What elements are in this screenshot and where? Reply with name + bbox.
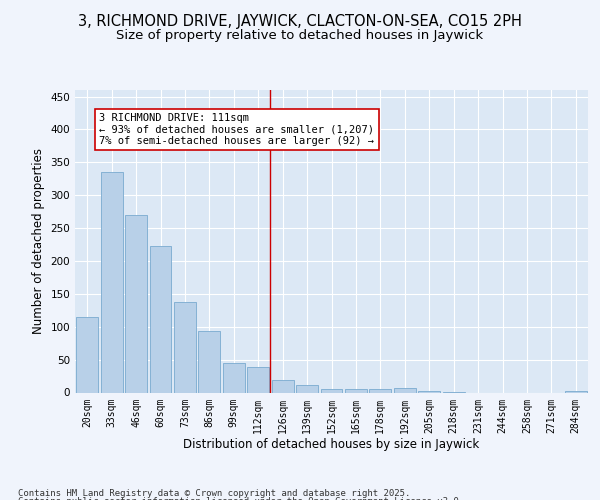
Bar bbox=[101, 172, 122, 392]
Text: Size of property relative to detached houses in Jaywick: Size of property relative to detached ho… bbox=[116, 28, 484, 42]
Bar bbox=[223, 363, 245, 392]
Bar bbox=[199, 330, 220, 392]
Bar bbox=[76, 317, 98, 392]
Bar bbox=[320, 388, 343, 392]
Bar bbox=[565, 390, 587, 392]
Bar bbox=[247, 367, 269, 392]
Bar bbox=[174, 302, 196, 392]
Y-axis label: Number of detached properties: Number of detached properties bbox=[32, 148, 45, 334]
Text: 3, RICHMOND DRIVE, JAYWICK, CLACTON-ON-SEA, CO15 2PH: 3, RICHMOND DRIVE, JAYWICK, CLACTON-ON-S… bbox=[78, 14, 522, 29]
X-axis label: Distribution of detached houses by size in Jaywick: Distribution of detached houses by size … bbox=[184, 438, 479, 451]
Text: Contains public sector information licensed under the Open Government Licence v3: Contains public sector information licen… bbox=[18, 497, 464, 500]
Text: Contains HM Land Registry data © Crown copyright and database right 2025.: Contains HM Land Registry data © Crown c… bbox=[18, 488, 410, 498]
Bar bbox=[394, 388, 416, 392]
Bar bbox=[149, 246, 172, 392]
Bar bbox=[418, 391, 440, 392]
Bar bbox=[272, 380, 293, 392]
Bar bbox=[125, 215, 147, 392]
Text: 3 RICHMOND DRIVE: 111sqm
← 93% of detached houses are smaller (1,207)
7% of semi: 3 RICHMOND DRIVE: 111sqm ← 93% of detach… bbox=[100, 113, 374, 146]
Bar bbox=[370, 388, 391, 392]
Bar bbox=[296, 386, 318, 392]
Bar bbox=[345, 389, 367, 392]
